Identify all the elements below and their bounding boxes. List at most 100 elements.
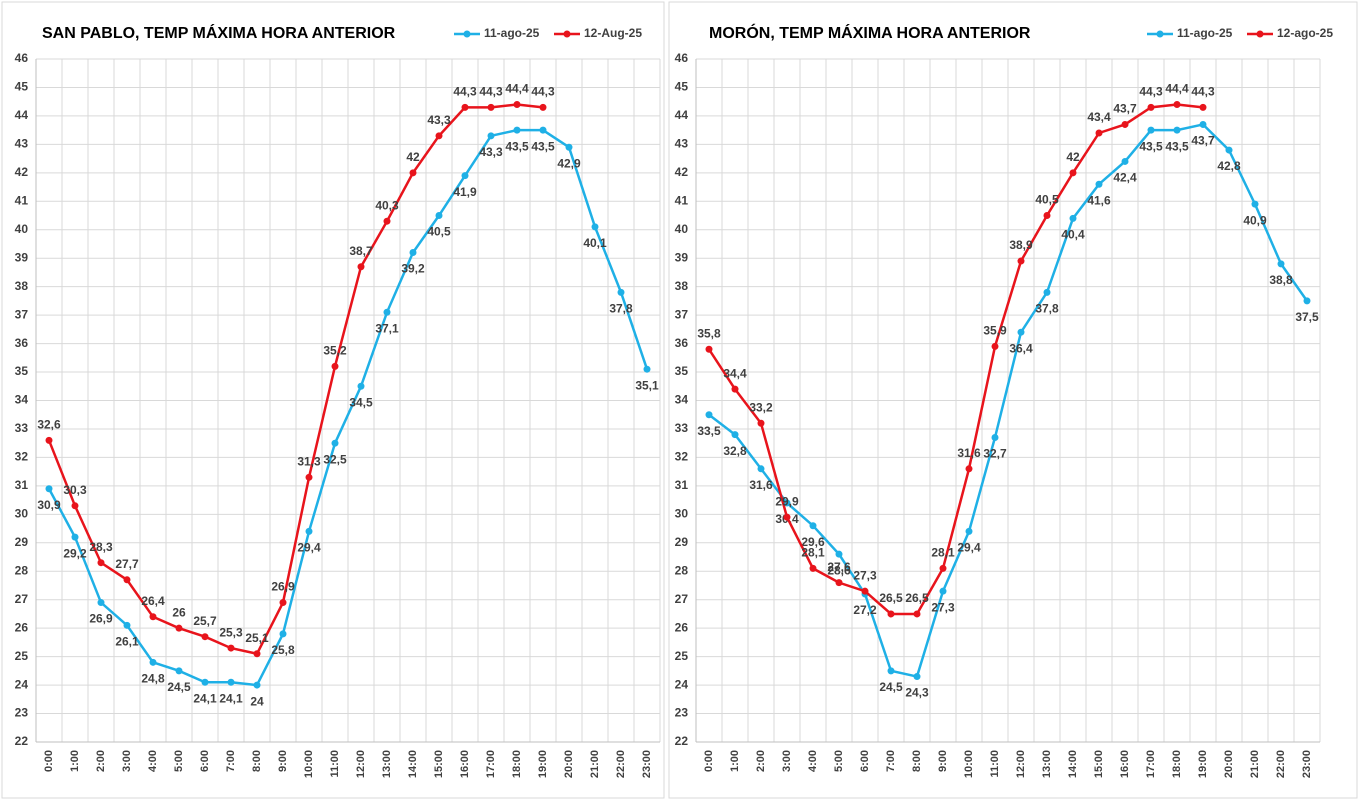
data-point <box>357 263 365 271</box>
x-tick-label: 6:00 <box>199 750 211 772</box>
y-tick-label: 24 <box>15 677 29 691</box>
y-tick-label: 46 <box>675 51 689 65</box>
x-tick-label: 12:00 <box>1015 750 1027 778</box>
data-point <box>175 667 183 675</box>
data-label: 32,6 <box>37 418 61 432</box>
data-point <box>279 599 287 607</box>
legend-label: 11-ago-25 <box>1177 26 1233 40</box>
x-tick-label: 8:00 <box>251 750 263 772</box>
data-label: 37,8 <box>609 302 633 316</box>
data-point <box>939 587 947 595</box>
data-point <box>1095 129 1103 137</box>
data-label: 37,8 <box>1035 302 1059 316</box>
x-tick-label: 20:00 <box>563 750 575 778</box>
data-point <box>97 599 105 607</box>
data-label: 34,5 <box>349 395 373 409</box>
x-tick-label: 16:00 <box>459 750 471 778</box>
x-tick-label: 18:00 <box>1171 750 1183 778</box>
data-point <box>383 217 391 225</box>
data-point <box>97 559 105 567</box>
data-label: 30,3 <box>63 483 87 497</box>
y-tick-label: 30 <box>675 507 689 521</box>
y-tick-label: 45 <box>15 80 29 94</box>
data-label: 33,5 <box>697 424 721 438</box>
y-tick-label: 30 <box>15 507 29 521</box>
data-label: 39,2 <box>401 262 425 276</box>
y-tick-label: 29 <box>675 535 689 549</box>
y-tick-label: 25 <box>15 649 29 663</box>
data-label: 28,1 <box>931 546 955 560</box>
data-label: 40,3 <box>375 198 399 212</box>
y-tick-label: 29 <box>15 535 29 549</box>
legend-marker <box>1256 30 1264 38</box>
data-label: 43,4 <box>1087 110 1111 124</box>
y-tick-label: 22 <box>675 734 689 748</box>
x-tick-label: 19:00 <box>1197 750 1209 778</box>
y-tick-label: 36 <box>675 336 689 350</box>
y-tick-label: 41 <box>15 193 29 207</box>
data-label: 44,4 <box>1165 82 1189 96</box>
data-label: 37,5 <box>1295 310 1319 324</box>
x-tick-label: 13:00 <box>1041 750 1053 778</box>
data-point <box>45 485 53 493</box>
data-point <box>409 169 417 177</box>
data-label: 40,5 <box>427 225 451 239</box>
data-point <box>887 610 895 618</box>
x-tick-label: 1:00 <box>729 750 741 772</box>
data-point <box>487 103 495 111</box>
data-label: 26,5 <box>905 591 929 605</box>
data-label: 28,3 <box>89 540 113 554</box>
data-point <box>123 576 131 584</box>
series-line <box>707 103 1204 616</box>
x-tick-label: 17:00 <box>1145 750 1157 778</box>
data-point <box>461 103 469 111</box>
data-label: 42,4 <box>1113 171 1137 185</box>
data-point <box>201 633 209 641</box>
data-label: 41,6 <box>1087 193 1111 207</box>
data-point <box>253 681 261 689</box>
data-point <box>887 667 895 675</box>
data-point <box>835 550 843 558</box>
data-label: 25,3 <box>219 625 243 639</box>
data-point <box>809 522 817 530</box>
data-label: 29,2 <box>63 546 87 560</box>
data-label: 43,3 <box>427 113 451 127</box>
data-label: 26 <box>172 605 186 619</box>
y-tick-label: 22 <box>15 734 29 748</box>
data-point <box>991 342 999 350</box>
data-point <box>731 431 739 439</box>
data-label: 31,6 <box>957 446 981 460</box>
data-point <box>175 624 183 632</box>
data-point <box>1121 120 1129 128</box>
data-point <box>1199 120 1207 128</box>
data-label: 35,2 <box>323 344 347 358</box>
data-label: 26,1 <box>115 634 139 648</box>
chart-title: MORÓN, TEMP MÁXIMA HORA ANTERIOR <box>709 23 1031 42</box>
y-tick-label: 44 <box>675 108 689 122</box>
y-tick-label: 27 <box>675 592 689 606</box>
data-point <box>1121 157 1129 165</box>
data-point <box>149 613 157 621</box>
data-point <box>1173 126 1181 134</box>
data-point <box>1303 297 1311 305</box>
y-tick-label: 32 <box>675 450 689 464</box>
x-tick-label: 5:00 <box>833 750 845 772</box>
data-point <box>539 103 547 111</box>
x-tick-label: 1:00 <box>69 750 81 772</box>
data-label: 37,1 <box>375 321 399 335</box>
data-label: 28,6 <box>827 563 851 577</box>
y-tick-label: 33 <box>15 421 29 435</box>
data-label: 34,4 <box>723 366 747 380</box>
data-label: 25,7 <box>193 614 217 628</box>
data-point <box>123 621 131 629</box>
y-tick-label: 41 <box>675 193 689 207</box>
data-point <box>991 433 999 441</box>
data-label: 32,8 <box>723 444 747 458</box>
data-point <box>1069 214 1077 222</box>
y-tick-label: 39 <box>675 250 689 264</box>
data-label: 31,6 <box>749 478 773 492</box>
data-label: 40,1 <box>583 236 607 250</box>
x-tick-label: 8:00 <box>911 750 923 772</box>
x-tick-label: 22:00 <box>615 750 627 778</box>
data-label: 40,5 <box>1035 193 1059 207</box>
